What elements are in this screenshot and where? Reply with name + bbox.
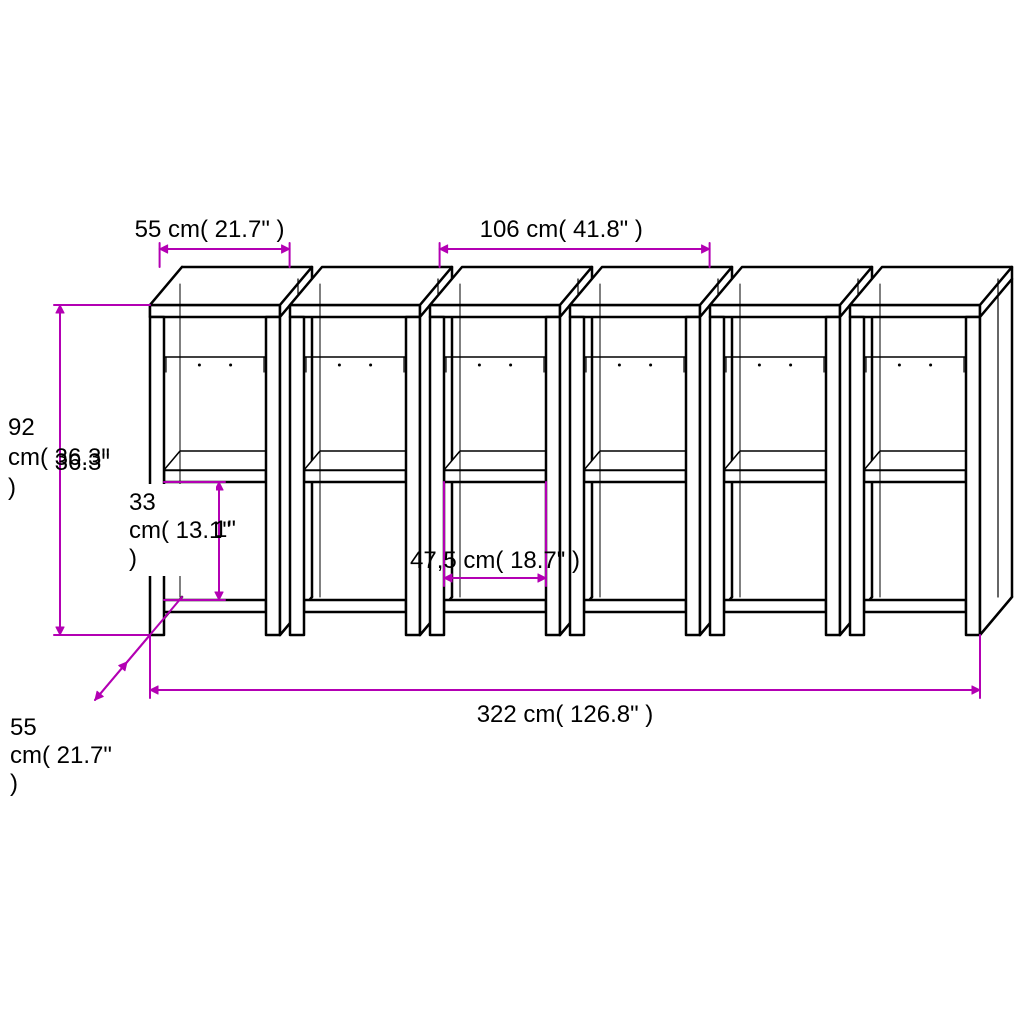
svg-text:cm( 13.1": cm( 13.1": [129, 517, 231, 544]
label-top-left: 55 cm( 21.7" ): [135, 216, 285, 243]
label-total-width: 322 cm( 126.8" ): [477, 701, 654, 728]
svg-text:55: 55: [10, 714, 37, 741]
label-inner-width: 47,5 cm( 18.7" ): [410, 547, 580, 574]
dimension-diagram: 55 cm( 21.7" ) 106 cm( 41.8" ) 92 cm( 36.3"…: [0, 0, 1024, 1024]
svg-text:92: 92: [8, 414, 35, 441]
svg-text:cm( 21.7": cm( 21.7": [10, 742, 112, 769]
svg-text:): ): [8, 474, 16, 501]
furniture: [150, 267, 1012, 635]
label-top-center: 106 cm( 41.8" ): [480, 216, 643, 243]
svg-text:33: 33: [129, 489, 156, 516]
svg-text:): ): [129, 545, 137, 572]
svg-text:): ): [10, 770, 18, 797]
svg-text:cm( 36.3": cm( 36.3": [8, 444, 110, 471]
